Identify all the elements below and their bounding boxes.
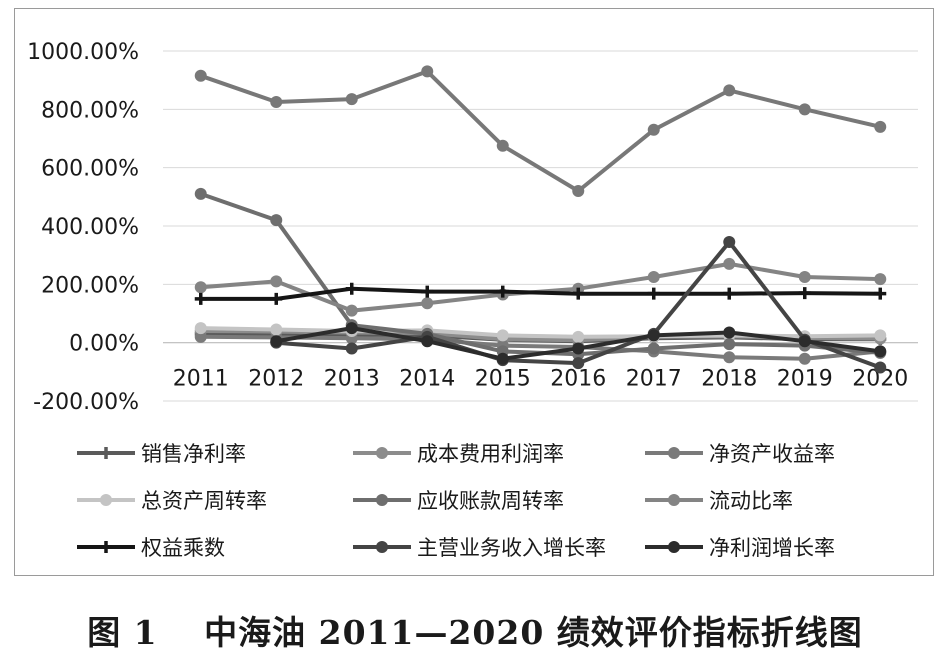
data-point (723, 236, 736, 249)
data-point (723, 326, 736, 339)
chart-frame: 1000.00% 800.00% 600.00% 400.00% 200.00% 0.00… (14, 8, 934, 576)
data-point (647, 123, 660, 136)
legend-label: 销售净利率 (141, 442, 246, 466)
legend-label: 流动比率 (709, 489, 793, 513)
data-point (270, 292, 283, 305)
y-tick-label: 1000.00% (27, 40, 139, 65)
data-point (194, 322, 207, 335)
data-point (496, 285, 509, 298)
legend-swatch-marker (376, 494, 388, 506)
series-line (200, 334, 881, 361)
legend-label: 净资产收益率 (709, 442, 835, 466)
data-point (572, 330, 585, 343)
legend-label: 主营业务收入增长率 (417, 536, 606, 560)
y-tick-label: 600.00% (41, 157, 139, 182)
x-tick-label: 2019 (777, 367, 833, 392)
data-point (798, 103, 811, 116)
figure-caption: 图 1 中海油 2011—2020 绩效评价指标折线图 (87, 613, 863, 652)
data-point (270, 323, 283, 336)
legend-swatch-marker (100, 494, 112, 506)
data-point (345, 304, 358, 317)
y-tick-label: 200.00% (41, 273, 139, 298)
data-point (874, 273, 887, 286)
data-point (572, 185, 585, 197)
legend-swatch-marker (668, 494, 680, 506)
y-tick-label: 0.00% (69, 332, 139, 357)
data-point (270, 275, 283, 288)
data-point (798, 271, 811, 284)
data-point (194, 187, 207, 200)
data-point (194, 281, 207, 294)
y-tick-label: 400.00% (41, 215, 139, 240)
data-point (345, 282, 358, 295)
data-point (421, 65, 434, 78)
x-tick-label: 2014 (399, 367, 455, 392)
x-tick-label: 2011 (173, 367, 229, 392)
data-point (874, 345, 887, 358)
legend-label: 应收账款周转率 (417, 489, 564, 513)
data-point (194, 330, 207, 343)
x-tick-label: 2012 (248, 367, 304, 392)
data-point (874, 120, 887, 133)
data-point (572, 357, 585, 370)
data-point (572, 287, 585, 300)
data-point (798, 335, 811, 348)
data-point (723, 84, 736, 97)
x-tick-label: 2015 (475, 367, 531, 392)
data-point (874, 329, 887, 342)
legend-swatch-marker (668, 541, 680, 553)
data-point (723, 287, 736, 300)
data-point (194, 292, 207, 305)
y-tick-label: -200.00% (33, 390, 139, 415)
legend-label: 权益乘数 (141, 536, 225, 560)
data-point (647, 342, 660, 355)
data-point (874, 361, 887, 374)
data-point (874, 287, 887, 300)
x-tick-label: 2016 (550, 367, 606, 392)
data-point (194, 69, 207, 82)
series-line (200, 69, 881, 193)
x-tick-label: 2017 (626, 367, 682, 392)
data-point (798, 287, 811, 300)
data-point (270, 214, 283, 227)
data-point (647, 287, 660, 300)
data-point (270, 335, 283, 348)
data-point (421, 285, 434, 298)
data-point (647, 329, 660, 342)
data-point (421, 335, 434, 348)
data-point (345, 93, 358, 106)
legend-label: 成本费用利润率 (417, 442, 564, 466)
data-point (345, 342, 358, 355)
y-tick-label: 800.00% (41, 98, 139, 123)
data-point (723, 338, 736, 351)
legend-label: 总资产周转率 (141, 489, 267, 513)
data-point (572, 342, 585, 355)
legend-swatch-marker (100, 541, 112, 553)
x-tick-label: 2018 (701, 367, 757, 392)
line-chart: 1000.00% 800.00% 600.00% 400.00% 200.00% 0.00… (27, 40, 918, 560)
data-point (647, 271, 660, 284)
data-point (421, 297, 434, 310)
data-point (798, 352, 811, 365)
data-point (496, 139, 509, 152)
legend-swatch-marker (376, 447, 388, 459)
data-point (270, 96, 283, 109)
legend-label: 净利润增长率 (709, 536, 835, 560)
x-tick-label: 2013 (324, 367, 380, 392)
legend-swatch-marker (376, 541, 388, 553)
data-point (723, 351, 736, 364)
legend-swatch-marker (100, 447, 112, 459)
data-point (345, 322, 358, 335)
legend-swatch-marker (668, 447, 680, 459)
data-point (496, 329, 509, 342)
data-point (723, 257, 736, 270)
data-point (496, 352, 509, 365)
